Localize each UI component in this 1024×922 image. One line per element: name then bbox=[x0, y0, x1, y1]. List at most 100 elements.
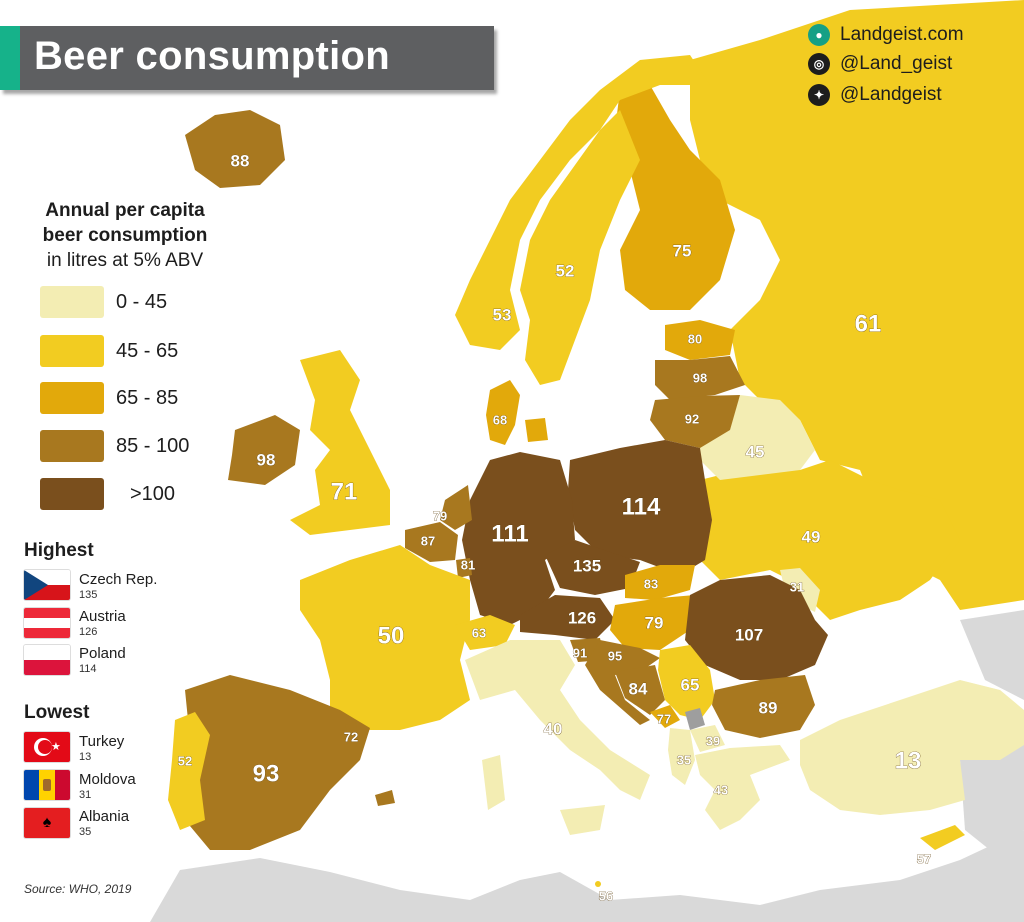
value-latvia: 98 bbox=[693, 370, 707, 385]
region-malta bbox=[595, 881, 601, 887]
region-switzerland bbox=[455, 615, 515, 650]
social-twitter[interactable]: ✦ @Landgeist bbox=[808, 84, 942, 106]
value-norway: 53 bbox=[493, 305, 512, 324]
value-cyprus: 57 bbox=[917, 851, 931, 866]
social-instagram[interactable]: ◎ @Land_geist bbox=[808, 53, 952, 75]
region-cyprus bbox=[920, 825, 965, 850]
lowest-1-name: Turkey bbox=[79, 733, 125, 750]
region-croatia bbox=[585, 640, 660, 725]
value-albania: 35 bbox=[677, 752, 691, 767]
value-north-macedonia: 39 bbox=[706, 733, 720, 748]
instagram-label: @Land_geist bbox=[840, 53, 953, 74]
region-bosnia bbox=[615, 665, 665, 715]
value-moldova: 31 bbox=[790, 579, 804, 594]
value-spain: 93 bbox=[253, 760, 280, 787]
legend-title-line1: Annual per capita bbox=[45, 200, 205, 221]
region-poland bbox=[568, 440, 712, 575]
region-denmark bbox=[486, 380, 520, 445]
highest-2-value: 126 bbox=[79, 626, 98, 638]
twitter-label: @Landgeist bbox=[840, 84, 942, 105]
flag-turkey-icon: ★ bbox=[24, 732, 70, 762]
lowest-3-name: Albania bbox=[79, 808, 130, 825]
highest-1-name: Czech Rep. bbox=[79, 571, 158, 588]
region-spain bbox=[185, 675, 370, 850]
website-label: Landgeist.com bbox=[840, 24, 964, 45]
region-germany bbox=[462, 452, 575, 625]
instagram-icon: ◎ bbox=[808, 53, 830, 75]
value-belarus: 45 bbox=[746, 442, 765, 461]
region-iceland bbox=[185, 110, 285, 188]
value-malta: 56 bbox=[599, 888, 613, 903]
value-montenegro: 77 bbox=[657, 711, 671, 726]
social-website[interactable]: ● Landgeist.com bbox=[808, 24, 964, 46]
value-poland: 114 bbox=[622, 493, 661, 520]
legend-swatch-1 bbox=[40, 286, 104, 318]
region-slovakia bbox=[625, 565, 695, 600]
legend-label-4: 85 - 100 bbox=[116, 435, 190, 457]
legend-swatch-5 bbox=[40, 478, 104, 510]
region-balearics bbox=[375, 790, 395, 806]
region-bulgaria bbox=[712, 675, 815, 738]
value-switzerland: 63 bbox=[472, 625, 486, 640]
region-greece bbox=[695, 745, 790, 830]
legend-title: Annual per capita beer consumption in li… bbox=[10, 198, 240, 273]
value-turkey: 13 bbox=[895, 747, 922, 774]
value-lithuania: 92 bbox=[685, 411, 699, 426]
region-norway bbox=[455, 55, 710, 350]
title-banner: Beer consumption bbox=[0, 26, 494, 90]
region-albania bbox=[668, 728, 695, 785]
value-greece: 43 bbox=[714, 782, 728, 797]
legend-label-5: >100 bbox=[130, 483, 176, 505]
region-romania bbox=[685, 575, 828, 680]
lowest-heading: Lowest bbox=[24, 702, 90, 723]
region-czech bbox=[545, 540, 640, 595]
legend-label-3: 65 - 85 bbox=[116, 387, 179, 409]
value-iceland: 88 bbox=[231, 151, 250, 170]
highest-heading: Highest bbox=[24, 540, 94, 561]
map-title: Beer consumption bbox=[34, 34, 390, 78]
region-denmark-islands bbox=[525, 418, 548, 442]
value-denmark: 68 bbox=[493, 412, 507, 427]
lowest-2-value: 31 bbox=[79, 789, 92, 801]
region-france bbox=[300, 545, 470, 730]
region-sweden bbox=[520, 110, 640, 385]
value-finland: 75 bbox=[673, 241, 692, 260]
region-estonia bbox=[665, 320, 735, 360]
lowest-2-name: Moldova bbox=[79, 771, 136, 788]
value-bosnia: 84 bbox=[629, 679, 648, 698]
region-lithuania bbox=[650, 395, 740, 448]
lowest-1-value: 13 bbox=[79, 751, 92, 763]
value-portugal: 52 bbox=[178, 753, 192, 768]
region-turkey bbox=[800, 680, 1024, 815]
value-belgium: 87 bbox=[421, 533, 435, 548]
value-italy: 40 bbox=[544, 719, 563, 738]
flag-albania-icon: ♠ bbox=[24, 808, 70, 838]
highest-1-value: 135 bbox=[79, 589, 98, 601]
highest-3-value: 114 bbox=[79, 663, 97, 675]
legend-title-line3: in litres at 5% ABV bbox=[46, 250, 204, 271]
region-ukraine bbox=[700, 460, 960, 620]
highest-2-name: Austria bbox=[79, 608, 126, 625]
value-czech: 135 bbox=[573, 556, 601, 575]
region-hungary bbox=[610, 595, 695, 650]
no-data-north-africa bbox=[150, 830, 1024, 922]
legend-swatch-3 bbox=[40, 382, 104, 414]
value-romania: 107 bbox=[735, 625, 763, 644]
value-hungary: 79 bbox=[645, 613, 664, 632]
value-croatia: 95 bbox=[608, 648, 622, 663]
region-kosovo bbox=[685, 708, 705, 730]
region-sicily bbox=[560, 805, 605, 835]
value-germany: 111 bbox=[491, 520, 528, 547]
value-sweden: 52 bbox=[556, 261, 575, 280]
region-finland bbox=[615, 85, 735, 310]
region-sardinia bbox=[482, 755, 505, 810]
region-montenegro bbox=[650, 705, 680, 728]
region-portugal bbox=[168, 712, 210, 830]
value-uk: 71 bbox=[331, 478, 358, 505]
region-north-macedonia bbox=[690, 725, 725, 752]
region-latvia bbox=[655, 356, 745, 400]
globe-icon: ● bbox=[808, 24, 830, 46]
flag-moldova-icon bbox=[24, 770, 70, 800]
legend-title-line2: beer consumption bbox=[42, 225, 208, 246]
